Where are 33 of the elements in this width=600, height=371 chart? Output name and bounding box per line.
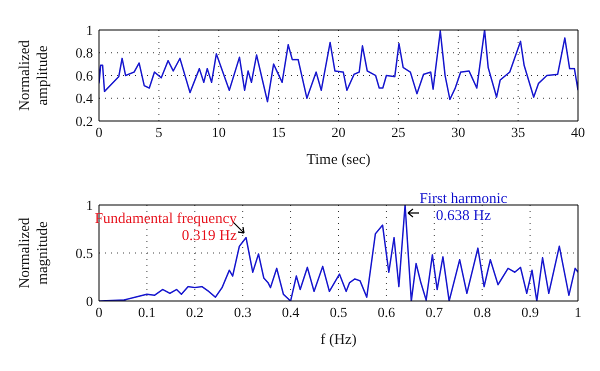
x-tick-label: 0.9 bbox=[521, 306, 539, 321]
y-tick-label: 1 bbox=[86, 24, 93, 39]
y-tick-label: 0.4 bbox=[76, 92, 93, 108]
x-tick-label: 0.8 bbox=[473, 306, 491, 321]
x-tick-label: 30 bbox=[451, 126, 466, 141]
x-axis-title: f (Hz) bbox=[320, 332, 357, 348]
x-tick-label: 0.2 bbox=[186, 306, 204, 321]
x-tick-label: 25 bbox=[391, 126, 406, 141]
annotation: First harmonic 0.638 Hz bbox=[419, 191, 508, 225]
y-tick-label: 1 bbox=[86, 198, 93, 214]
x-tick-label: 40 bbox=[571, 126, 585, 141]
x-tick-label: 0.6 bbox=[378, 306, 396, 321]
x-tick-label: 0 bbox=[96, 126, 102, 141]
x-tick-label: 0.4 bbox=[282, 306, 300, 321]
x-axis-title: Time (sec) bbox=[306, 152, 371, 168]
x-tick-label: 0.3 bbox=[234, 306, 252, 321]
y-tick-label: 0.2 bbox=[76, 114, 93, 130]
x-tick-label: 0 bbox=[96, 306, 102, 321]
x-tick-label: 20 bbox=[332, 126, 346, 141]
x-tick-label: 0.7 bbox=[426, 306, 444, 321]
y-axis-title: Normalized magnitude bbox=[17, 217, 51, 288]
x-tick-label: 10 bbox=[212, 126, 226, 141]
x-tick-label: 1 bbox=[574, 306, 582, 321]
y-tick-label: 0.8 bbox=[76, 46, 93, 62]
x-tick-label: 5 bbox=[155, 126, 162, 141]
y-axis-title: Normalized amplitude bbox=[17, 40, 51, 111]
x-tick-label: 35 bbox=[511, 126, 526, 141]
x-tick-label: 15 bbox=[272, 126, 286, 141]
y-tick-label: 0 bbox=[86, 294, 93, 310]
x-tick-label: 0.1 bbox=[138, 306, 156, 321]
x-tick-label: 0.5 bbox=[330, 306, 348, 321]
y-tick-label: 0.6 bbox=[76, 69, 93, 84]
y-tick-label: 0.5 bbox=[76, 246, 93, 262]
